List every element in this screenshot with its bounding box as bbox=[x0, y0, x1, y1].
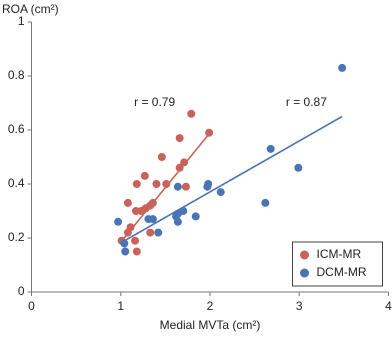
point bbox=[175, 163, 184, 172]
y-tick-label: 0.4 bbox=[8, 176, 25, 190]
legend-box bbox=[292, 241, 383, 287]
point bbox=[126, 223, 135, 232]
legend-marker bbox=[300, 268, 309, 278]
point bbox=[152, 180, 161, 188]
y-tick-label: 0.2 bbox=[8, 230, 25, 244]
point bbox=[191, 212, 200, 221]
point bbox=[132, 180, 141, 188]
point bbox=[120, 239, 129, 248]
x-tick-label: 0 bbox=[28, 299, 35, 313]
point bbox=[216, 188, 225, 197]
legend-label: DCM-MR bbox=[317, 265, 367, 279]
x-tick-label: 1 bbox=[117, 299, 124, 313]
trend-line bbox=[119, 132, 211, 244]
point bbox=[148, 198, 157, 207]
y-tick-label: 1 bbox=[18, 14, 25, 28]
point bbox=[154, 228, 163, 237]
point bbox=[132, 247, 141, 256]
point bbox=[181, 182, 190, 191]
point bbox=[266, 144, 275, 153]
point bbox=[157, 153, 166, 161]
point bbox=[204, 180, 213, 188]
point bbox=[179, 207, 188, 215]
legend-marker bbox=[300, 250, 309, 260]
point bbox=[162, 180, 171, 188]
point bbox=[146, 228, 155, 237]
point bbox=[131, 236, 140, 245]
point bbox=[173, 182, 182, 191]
y-tick-label: 0.8 bbox=[8, 68, 25, 82]
x-axis-label: Medial MVTa (cm²) bbox=[160, 318, 261, 332]
annotation: r = 0.87 bbox=[286, 95, 327, 109]
annotation: r = 0.79 bbox=[134, 95, 175, 109]
x-tick-label: 3 bbox=[296, 299, 303, 313]
point bbox=[121, 247, 130, 256]
point bbox=[148, 215, 157, 224]
point bbox=[173, 217, 182, 226]
point bbox=[261, 198, 270, 207]
x-tick-label: 2 bbox=[207, 299, 214, 313]
point bbox=[338, 63, 347, 72]
y-tick-label: 0.6 bbox=[8, 122, 25, 136]
point bbox=[294, 163, 303, 172]
point bbox=[114, 217, 123, 226]
point bbox=[187, 109, 196, 118]
x-tick-label: 4 bbox=[385, 299, 392, 313]
trend-line bbox=[119, 115, 343, 245]
y-axis-label: ROA (cm²) bbox=[2, 2, 59, 16]
point bbox=[123, 198, 132, 207]
point bbox=[140, 171, 149, 180]
y-tick-label: 0 bbox=[18, 284, 25, 298]
point bbox=[175, 134, 184, 143]
point bbox=[180, 158, 189, 167]
legend-label: ICM-MR bbox=[317, 247, 362, 261]
point bbox=[205, 128, 214, 137]
